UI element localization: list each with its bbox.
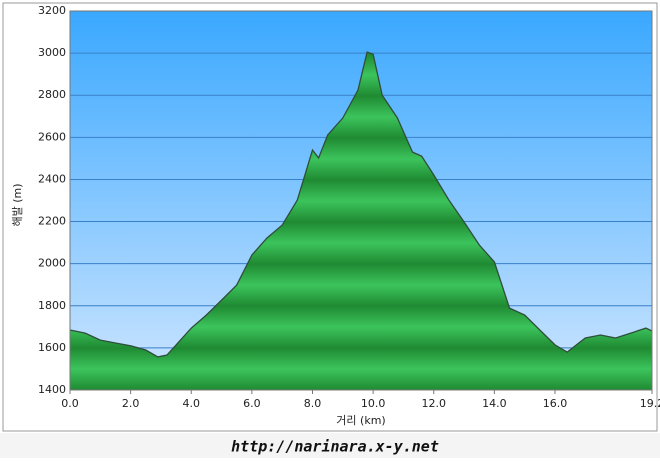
elevation-area [70,52,652,390]
x-tick-label: 2.0 [122,397,140,410]
x-tick-label: 14.0 [482,397,507,410]
x-tick-label: 10.0 [361,397,386,410]
plot-border [69,10,653,391]
x-tick-label: 6.0 [243,397,261,410]
footer-bar [0,433,660,458]
y-tick-label: 2400 [38,172,66,185]
x-tick-label: 16.0 [543,397,568,410]
x-tick-label: 19.2 [640,397,660,410]
x-tick-label: 12.0 [422,397,447,410]
y-tick-label: 3000 [38,46,66,59]
x-tick-label: 0.0 [61,397,79,410]
y-tick-label: 3200 [38,4,66,17]
y-tick-label: 2200 [38,215,66,228]
elevation-line [69,51,653,358]
x-axis-label: 거리 (km) [336,414,385,427]
y-tick-label: 1600 [38,341,66,354]
x-tick-label: 8.0 [304,397,322,410]
y-tick-label: 2600 [38,130,66,143]
y-tick-label: 2000 [38,257,66,270]
y-tick-label: 1400 [38,383,66,396]
y-tick-label: 2800 [38,88,66,101]
y-axis-label: 해발 (m) [10,183,24,226]
x-tick-label: 4.0 [183,397,201,410]
y-tick-label: 1800 [38,299,66,312]
footer: http://narinara.x-y.net [231,438,439,456]
